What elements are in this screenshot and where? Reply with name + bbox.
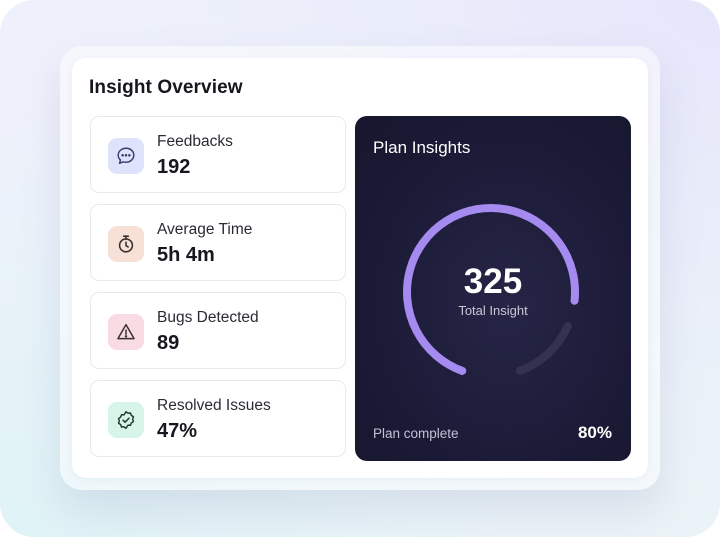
stat-label: Feedbacks bbox=[157, 133, 233, 150]
gauge-track bbox=[515, 322, 572, 375]
stat-value: 89 bbox=[157, 332, 180, 354]
plan-complete-percent: 80% bbox=[577, 423, 612, 442]
stat-card-feedbacks[interactable]: Feedbacks 192 bbox=[90, 116, 346, 193]
card-title: Insight Overview bbox=[89, 77, 243, 98]
insight-overview-card: Insight Overview Feedbacks 192 Average T… bbox=[72, 58, 648, 478]
stat-card-bugs-detected[interactable]: Bugs Detected 89 bbox=[90, 292, 346, 369]
plan-complete-label: Plan complete bbox=[373, 426, 459, 441]
stat-card-resolved-issues[interactable]: Resolved Issues 47% bbox=[90, 380, 346, 457]
gauge-fill bbox=[403, 204, 579, 375]
warning-icon bbox=[108, 314, 144, 350]
plan-insights-panel: Plan Insights 325 Total Insight Plan com… bbox=[355, 116, 631, 461]
panel-title: Plan Insights bbox=[373, 138, 471, 157]
stat-value: 47% bbox=[157, 420, 198, 442]
stopwatch-icon bbox=[108, 226, 144, 262]
progress-gauge bbox=[403, 204, 579, 375]
total-insight-caption: Total Insight bbox=[458, 303, 528, 318]
verified-badge-icon bbox=[108, 402, 144, 438]
chat-bubble-icon bbox=[108, 138, 144, 174]
stat-label: Average Time bbox=[157, 221, 253, 238]
stat-label: Bugs Detected bbox=[157, 309, 259, 326]
stat-value: 5h 4m bbox=[157, 244, 215, 266]
stat-value: 192 bbox=[157, 156, 191, 178]
stat-label: Resolved Issues bbox=[157, 397, 271, 414]
stat-card-average-time[interactable]: Average Time 5h 4m bbox=[90, 204, 346, 281]
total-insight-value: 325 bbox=[463, 262, 523, 301]
